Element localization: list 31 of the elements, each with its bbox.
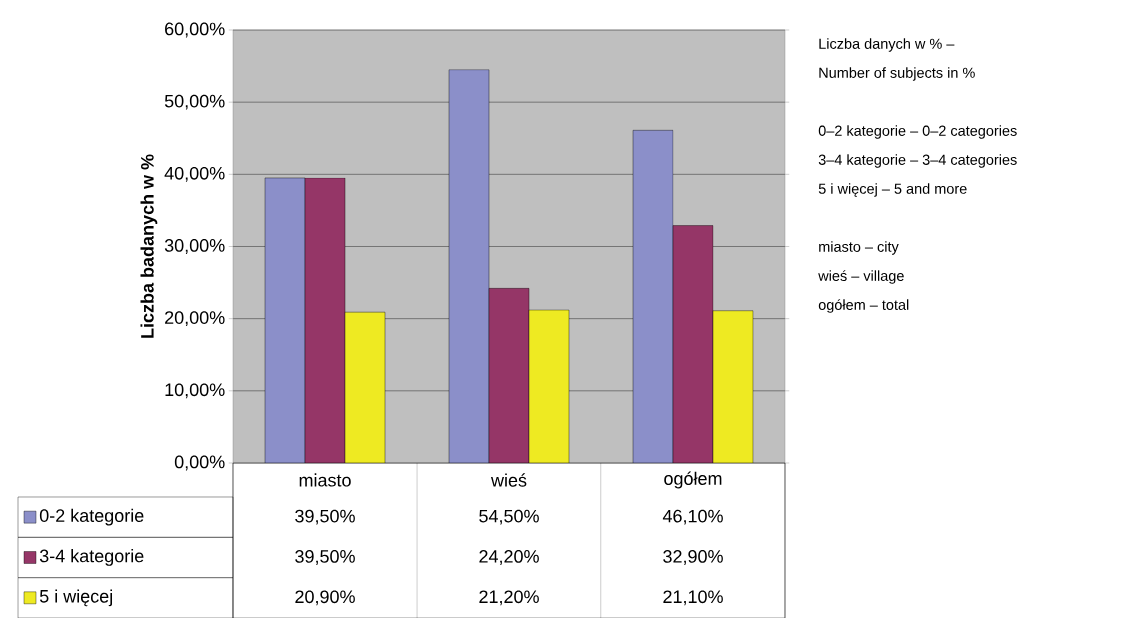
y-tick-label: 0,00% (174, 455, 225, 471)
legend-label: 3-4 kategorie (39, 549, 144, 566)
y-axis-title: Liczba badanych w % (140, 154, 158, 338)
x-tick-label: wieś (490, 473, 527, 487)
data-label: 21,10% (663, 590, 723, 606)
text: wieś – village (818, 270, 904, 284)
y-tick-label: 60,00% (165, 22, 225, 38)
legend-label: 0-2 kategorie (39, 508, 144, 526)
data-label: 54,50% (479, 509, 539, 525)
data-label: 39,50% (295, 509, 355, 525)
y-tick-label: 50,00% (164, 94, 225, 110)
text: 0–2 kategorie – 0–2 categories (818, 125, 1017, 139)
data-label: 21,20% (479, 590, 539, 606)
y-tick-label: 40,00% (164, 166, 225, 182)
text: ogółem – total (818, 299, 909, 313)
data-label: 39,50% (295, 549, 355, 565)
text: Liczba danych w % – (819, 38, 955, 52)
y-tick-label: 30,00% (164, 238, 225, 254)
y-tick-label: 10,00% (165, 383, 225, 399)
data-label: 24,20% (479, 549, 539, 565)
text: 3–4 kategorie – 3–4 categories (818, 154, 1017, 168)
text: Number of subjects in % (819, 67, 975, 81)
y-tick-label: 20,00% (165, 311, 225, 326)
x-tick-label: miasto (299, 473, 351, 487)
text: miasto – city (819, 241, 899, 255)
legend-label: 5 i więcej (39, 589, 113, 607)
data-label: 20,90% (295, 590, 355, 606)
text: 5 i więcej – 5 and more (818, 183, 967, 197)
data-label: 46,10% (662, 509, 723, 525)
x-tick-label: ogółem (664, 471, 722, 489)
data-label: 32,90% (663, 549, 723, 565)
